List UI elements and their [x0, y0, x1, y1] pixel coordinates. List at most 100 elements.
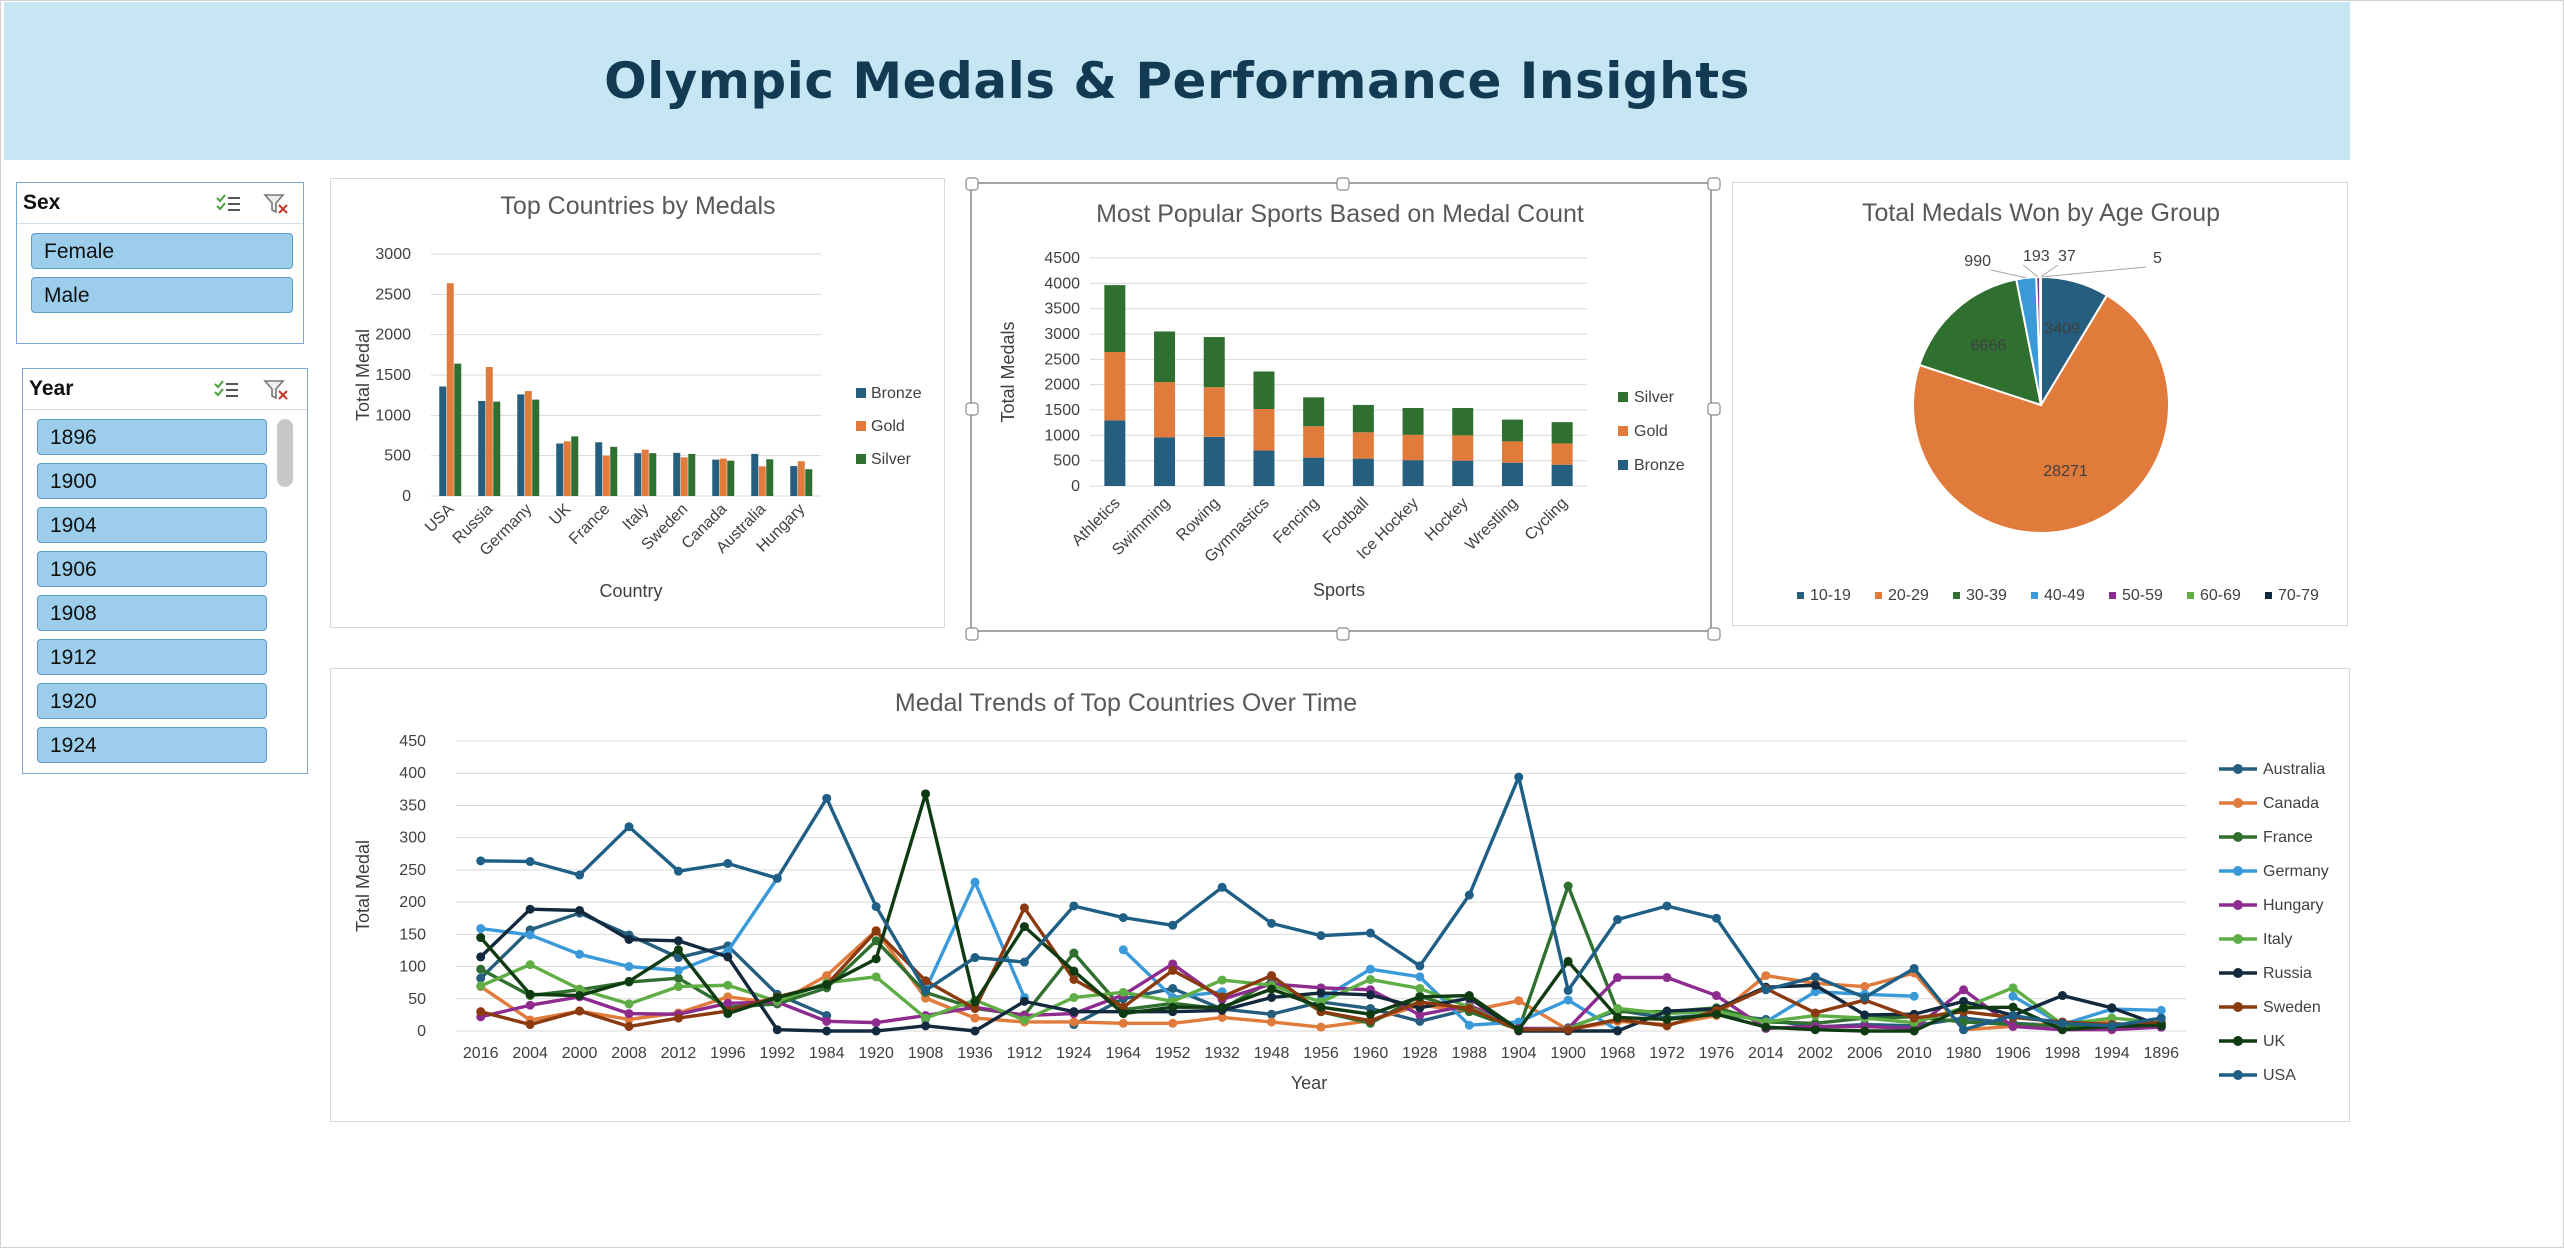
bar-bronze	[439, 386, 447, 496]
sex-slicer-item[interactable]: Male	[31, 277, 293, 313]
data-point-germany	[624, 962, 634, 972]
data-point-uk	[673, 945, 683, 955]
year-slicer-item[interactable]: 1900	[37, 463, 267, 499]
data-point-sweden	[1217, 992, 1227, 1002]
bar-gold	[719, 458, 727, 496]
pie-slice-30-39	[1918, 278, 2043, 407]
bar-segment-silver	[1203, 337, 1225, 388]
legend-marker	[2233, 798, 2243, 808]
clear-filter-icon[interactable]	[263, 379, 289, 401]
data-point-usa	[1563, 985, 1573, 995]
x-axis-label: Year	[1291, 1073, 1327, 1093]
resize-handle[interactable]	[965, 177, 979, 191]
data-point-germany	[1118, 945, 1128, 955]
bar-segment-gold	[1154, 382, 1176, 438]
resize-handle[interactable]	[1336, 627, 1350, 641]
bar-segment-silver	[1501, 419, 1523, 442]
data-point-usa	[1415, 961, 1425, 971]
data-point-usa	[1118, 913, 1128, 923]
data-point-germany	[1810, 987, 1820, 997]
bar-bronze	[478, 400, 486, 496]
x-tick-label: Wrestling	[1462, 495, 1521, 554]
data-point-uk	[1118, 1009, 1128, 1019]
sex-slicer-header: Sex	[17, 183, 303, 224]
data-point-uk	[575, 991, 585, 1001]
resize-handle[interactable]	[1336, 177, 1350, 191]
multi-select-icon[interactable]	[215, 193, 241, 215]
data-point-france	[476, 964, 486, 974]
data-point-canada	[1316, 1022, 1326, 1032]
resize-handle[interactable]	[1707, 402, 1721, 416]
data-point-sweden	[1168, 965, 1178, 975]
resize-handle[interactable]	[965, 627, 979, 641]
y-tick-label: 2000	[375, 327, 411, 344]
data-point-sweden	[871, 926, 881, 936]
y-axis-label: Total Medal	[353, 329, 373, 421]
data-point-germany	[970, 877, 980, 887]
bar-bronze	[790, 466, 798, 496]
resize-handle[interactable]	[1707, 177, 1721, 191]
bar-silver	[649, 453, 657, 496]
x-tick-label: 2016	[463, 1045, 499, 1062]
year-slicer-item[interactable]: 1908	[37, 595, 267, 631]
year-slicer-item[interactable]: 1896	[37, 419, 267, 455]
year-slicer-item[interactable]: 1904	[37, 507, 267, 543]
y-tick-label: 0	[402, 488, 411, 505]
bar-bronze	[673, 452, 681, 496]
data-point-sweden	[1118, 1002, 1128, 1012]
sex-slicer: Sex Female Male	[16, 182, 304, 344]
data-point-hungary	[1711, 991, 1721, 1001]
data-point-usa	[1711, 913, 1721, 923]
data-point-france	[1069, 948, 1079, 958]
x-tick-label: Fencing	[1270, 495, 1322, 547]
data-point-uk	[1168, 1002, 1178, 1012]
data-point-italy	[673, 982, 683, 992]
leader-line	[2040, 264, 2059, 278]
data-point-italy	[2107, 1013, 2117, 1023]
year-slicer-item[interactable]: 1912	[37, 639, 267, 675]
x-tick-label: 1896	[2143, 1045, 2179, 1062]
year-slicer-scrollbar[interactable]	[277, 419, 293, 487]
bar-segment-bronze	[1104, 420, 1126, 486]
bar-segment-gold	[1501, 441, 1523, 463]
data-point-sweden	[476, 1007, 486, 1017]
resize-handle[interactable]	[965, 402, 979, 416]
multi-select-icon[interactable]	[213, 379, 239, 401]
x-tick-label: 2000	[562, 1045, 598, 1062]
sex-slicer-item[interactable]: Female	[31, 233, 293, 269]
data-point-russia	[476, 952, 486, 962]
bar-gold	[446, 283, 454, 496]
data-point-usa	[921, 985, 931, 995]
legend-label: UK	[2263, 1033, 2286, 1050]
year-slicer-item[interactable]: 1906	[37, 551, 267, 587]
x-tick-label: 1988	[1451, 1045, 1487, 1062]
data-point-russia	[1860, 1010, 1870, 1020]
age-group-chart-svg: Total Medals Won by Age Group 3409 28271 66…	[1797, 199, 2319, 604]
data-point-uk	[1909, 1026, 1919, 1036]
year-slicer-item[interactable]: 1924	[37, 727, 267, 763]
legend-label: 60-69	[2200, 587, 2241, 604]
data-label: 990	[1964, 253, 1991, 270]
legend-label: 70-79	[2278, 587, 2319, 604]
bar-gold	[602, 455, 610, 496]
bar-gold	[641, 449, 649, 496]
x-tick-label: 1900	[1550, 1045, 1586, 1062]
legend-swatch	[2265, 592, 2272, 599]
data-point-italy	[624, 999, 634, 1009]
y-tick-label: 500	[1053, 453, 1080, 470]
popular-sports-chart[interactable]: Most Popular Sports Based on Medal Count…	[965, 177, 1721, 641]
resize-handle[interactable]	[1707, 627, 1721, 641]
x-tick-label: 1964	[1105, 1045, 1141, 1062]
clear-filter-icon[interactable]	[263, 193, 289, 215]
x-tick-label: 2008	[611, 1045, 647, 1062]
leader-line	[1990, 269, 2027, 279]
data-label: 3409	[2044, 321, 2080, 338]
bar-silver	[532, 399, 540, 496]
series-line-australia	[479, 911, 828, 1018]
year-slicer-item[interactable]: 1920	[37, 683, 267, 719]
x-tick-label: 1904	[1501, 1045, 1537, 1062]
data-point-russia	[1810, 980, 1820, 990]
data-point-usa	[2107, 1021, 2117, 1031]
legend-marker	[2233, 832, 2243, 842]
data-point-italy	[723, 980, 733, 990]
